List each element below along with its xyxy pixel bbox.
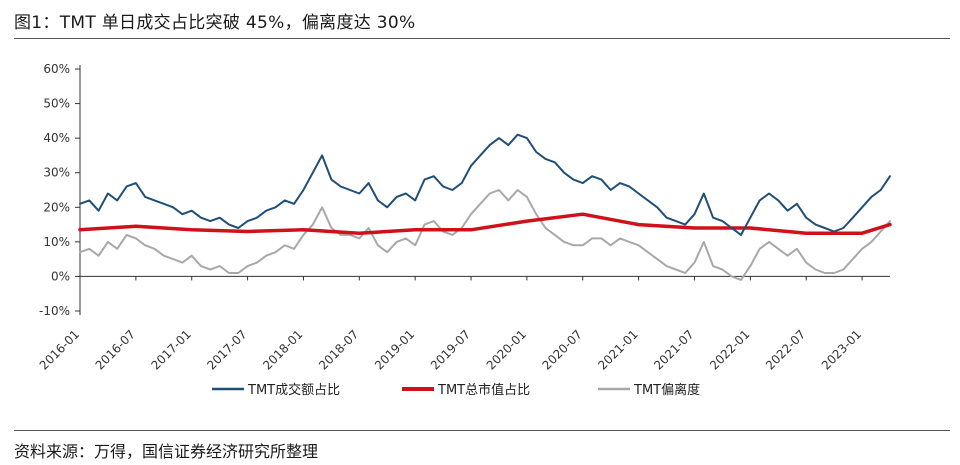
y-tick-label: 50% — [43, 97, 70, 111]
x-tick-label: 2021-07 — [651, 327, 696, 372]
series-line-turnover — [79, 133, 891, 236]
y-tick-label: 10% — [43, 235, 70, 249]
line-chart: -10%0%10%20%30%40%50%60%2016-01 2016-07 20… — [37, 62, 892, 398]
x-tick-label: 2017-07 — [204, 327, 249, 372]
x-tick-label: 2020-07 — [540, 327, 585, 372]
top-rule — [14, 38, 950, 39]
x-tick-label: 2019-07 — [428, 327, 473, 372]
legend-label-marketcap: TMT总市值占比 — [437, 382, 530, 398]
bottom-rule — [14, 430, 950, 431]
y-tick-label: 20% — [43, 200, 70, 214]
x-tick-label: 2022-07 — [763, 327, 808, 372]
series-line-marketcap — [78, 212, 892, 235]
figure-title: 图1：TMT 单日成交占比突破 45%，偏离度达 30% — [14, 13, 416, 33]
x-tick-label: 2021-01 — [595, 327, 640, 372]
y-tick-label: -10% — [39, 304, 70, 318]
x-tick-label: 2018-07 — [316, 327, 361, 372]
x-tick-label: 2016-07 — [93, 327, 138, 372]
x-tick-label: 2016-01 — [37, 327, 82, 372]
y-tick-label: 0% — [51, 269, 70, 283]
x-tick-label: 2022-01 — [707, 327, 752, 372]
source-note: 资料来源：万得，国信证券经济研究所整理 — [14, 442, 319, 461]
y-tick-label: 60% — [43, 62, 70, 76]
x-tick-label: 2020-01 — [484, 327, 529, 372]
x-tick-label: 2023-01 — [819, 327, 864, 372]
series-line-deviation — [79, 189, 891, 281]
x-tick-label: 2017-01 — [148, 327, 193, 372]
y-tick-label: 40% — [43, 131, 70, 145]
y-tick-label: 30% — [43, 166, 70, 180]
x-tick-label: 2018-01 — [260, 327, 305, 372]
legend-label-turnover: TMT成交额占比 — [247, 382, 340, 398]
x-tick-label: 2019-01 — [372, 327, 417, 372]
legend-label-deviation: TMT偏离度 — [633, 382, 700, 398]
